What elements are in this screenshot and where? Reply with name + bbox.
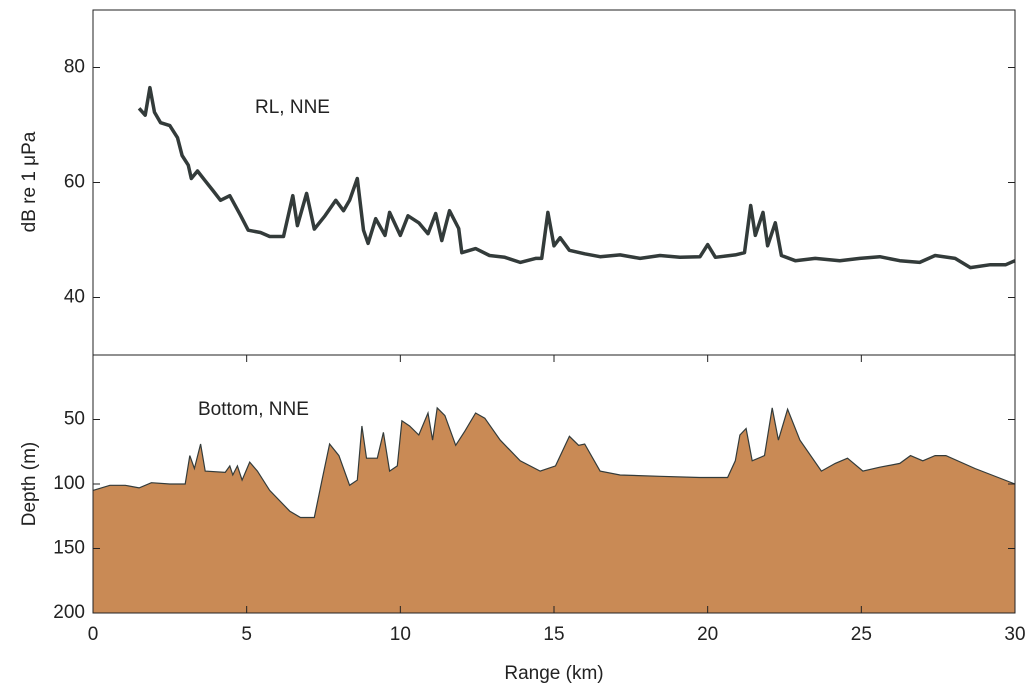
- y-tick-label: 200: [53, 602, 85, 623]
- x-tick-label: 20: [697, 624, 718, 645]
- x-tick-label: 10: [390, 624, 411, 645]
- annotation: Bottom, NNE: [198, 399, 309, 420]
- x-tick-label: 5: [241, 624, 252, 645]
- bottom-line: [92, 406, 1016, 519]
- y-tick-label: 100: [53, 473, 85, 494]
- plot-frame: [92, 9, 1016, 356]
- y-tick-label: 50: [64, 409, 85, 430]
- rl-line: [137, 85, 1016, 270]
- x-tick-label: 0: [88, 624, 99, 645]
- x-tick-label: 30: [1004, 624, 1025, 645]
- y-axis-label: Depth (m): [19, 442, 40, 526]
- y-tick-label: 150: [53, 538, 85, 559]
- x-tick-label: 25: [851, 624, 872, 645]
- annotation: RL, NNE: [255, 97, 330, 118]
- bottom-area: [93, 407, 1015, 613]
- y-axis-label: dB re 1 μPa: [19, 131, 40, 232]
- x-axis-label: Range (km): [504, 663, 603, 684]
- x-tick-label: 15: [543, 624, 564, 645]
- y-tick-label: 80: [64, 57, 85, 78]
- y-tick-label: 40: [64, 287, 85, 308]
- y-tick-label: 60: [64, 172, 85, 193]
